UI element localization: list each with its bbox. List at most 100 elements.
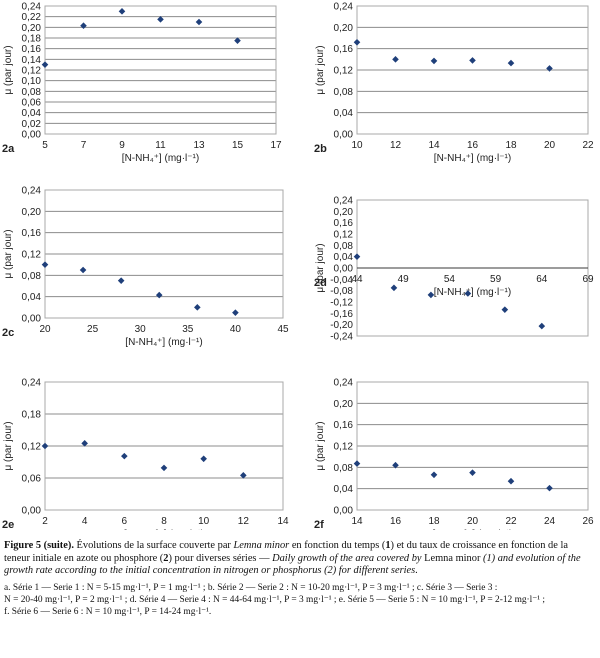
x-tick-label: 17 [270,140,282,151]
y-tick-label: 0,24 [334,378,354,389]
x-tick-label: 18 [505,140,517,151]
y-tick-label: 0,08 [334,463,354,474]
y-tick-label: 0,08 [334,87,354,98]
y-tick-label: 0,08 [22,271,42,282]
y-tick-label: 0,16 [334,44,354,55]
x-tick-label: 11 [155,140,166,151]
y-tick-label: 0,20 [334,23,354,34]
y-tick-label: 0,18 [22,34,42,45]
note-line-1: a. Série 1 — Serie 1 : N = 5-15 mg·l⁻¹, … [4,582,498,593]
y-tick-label: -0,24 [330,332,353,343]
chart-2b: 0,00 0,04 0,08 0,12 0,16 0,20 0,24 10 12 14 16 18 20… [314,2,594,165]
x-tick-label: 64 [536,274,548,285]
x-tick-label: 14 [428,140,440,151]
y-tick-label: 0,00 [22,130,42,141]
y-tick-label: 0,24 [22,186,42,197]
y-tick-label: 0,12 [22,250,42,261]
y-tick-label: 0,04 [334,108,354,119]
x-tick-label: 10 [198,516,210,527]
plot-frame [44,5,277,135]
caption-part1: Évolutions de la surface couverte par [73,540,234,551]
y-tick-label: -0,20 [330,320,353,331]
x-tick-label: 54 [444,274,456,285]
data-point [427,291,435,299]
y-tick-label: -0,04 [330,275,353,286]
x-tick-label: 25 [87,324,99,335]
caption-en1: Daily growth of the area covered by [272,552,422,564]
caption-part4: ) pour diverses séries — [168,552,273,564]
y-tick-label: 0,04 [334,252,354,263]
data-point [195,18,203,26]
y-tick-label: 0,24 [334,2,354,13]
y-tick-label: -0,08 [330,286,353,297]
y-tick-label: -0,12 [330,298,353,309]
data-point [41,61,49,68]
caption-lead: Figure 5 (suite). [4,540,74,551]
panel-label: 2d [314,277,327,289]
data-point [507,59,515,67]
y-tick-label: 0,20 [334,399,354,410]
data-point [546,65,553,72]
data-point [41,261,49,268]
data-point [538,322,546,330]
data-point [430,471,438,479]
y-tick-label: 0,20 [22,23,42,34]
chart-2c: 0,00 0,04 0,08 0,12 0,16 0,20 0,24 20 25 30 35 40 45… [2,186,289,349]
caption-n2: 2 [163,552,169,564]
panel-label: 2b [314,143,327,155]
x-tick-label: 15 [232,140,244,151]
x-axis-title: [N-NH₄⁺] (mg·l⁻¹) [122,153,199,164]
data-point [234,37,241,44]
caption-part3: ) et du taux de croissance en fonction d… [4,540,568,564]
caption-n1: 1 [385,540,391,551]
y-tick-label: 0,14 [22,55,42,66]
y-tick-label: 0,06 [22,98,42,109]
chart-2d: -0,24-0,20-0,16-0,12-0,08-0,040,000,040,… [314,196,594,343]
x-tick-label: 69 [582,274,594,285]
x-tick-label: 10 [351,140,363,151]
y-tick-label: 0,00 [22,506,42,517]
panel-label: 2c [2,327,14,339]
data-point [546,484,553,492]
data-point [464,290,472,297]
data-point [200,455,207,463]
data-point [501,306,509,313]
data-point [160,464,168,472]
x-tick-label: 6 [122,516,128,527]
y-tick-label: 0,04 [22,292,42,303]
y-tick-label: 0,12 [22,442,42,453]
data-point [240,472,247,479]
data-point [194,304,201,311]
x-tick-label: 13 [193,140,205,151]
x-axis-title: [P-PO₄³⁻] (mg·l⁻¹) [124,529,204,530]
x-tick-label: 7 [81,140,87,151]
y-tick-label: 0,12 [334,230,354,241]
data-point [392,56,399,63]
data-point [469,469,476,476]
y-tick-label: 0,12 [334,66,354,77]
data-point [232,309,239,316]
y-tick-label: 0,16 [334,218,354,229]
data-point [353,460,361,467]
x-tick-label: 20 [544,140,556,151]
data-point [80,22,87,30]
chart-2a: 0,000,020,040,060,080,100,120,140,160,18… [2,2,282,165]
data-point [390,284,398,292]
caption-species2: Lemna minor [421,552,484,564]
data-point [121,452,128,460]
y-tick-label: 0,06 [22,474,42,485]
data-point [353,253,361,260]
y-tick-label: -0,16 [330,309,353,320]
panel-label: 2e [2,519,14,530]
x-tick-label: 40 [230,324,242,335]
x-tick-label: 30 [135,324,147,335]
y-tick-label: 0,20 [22,207,42,218]
x-axis-title: [N-NH₄⁺] (mg·l⁻¹) [125,337,202,348]
charts-figure: 0,000,020,040,060,080,100,120,140,160,18… [2,2,594,531]
data-point [353,38,361,46]
y-tick-label: 0,12 [22,66,42,77]
note-line-2: N = 20-40 mg·l⁻¹, P = 2 mg·l⁻¹ ; d. Séri… [4,594,545,605]
x-tick-label: 8 [161,516,167,527]
x-tick-label: 20 [467,516,479,527]
y-tick-label: 0,16 [334,420,354,431]
